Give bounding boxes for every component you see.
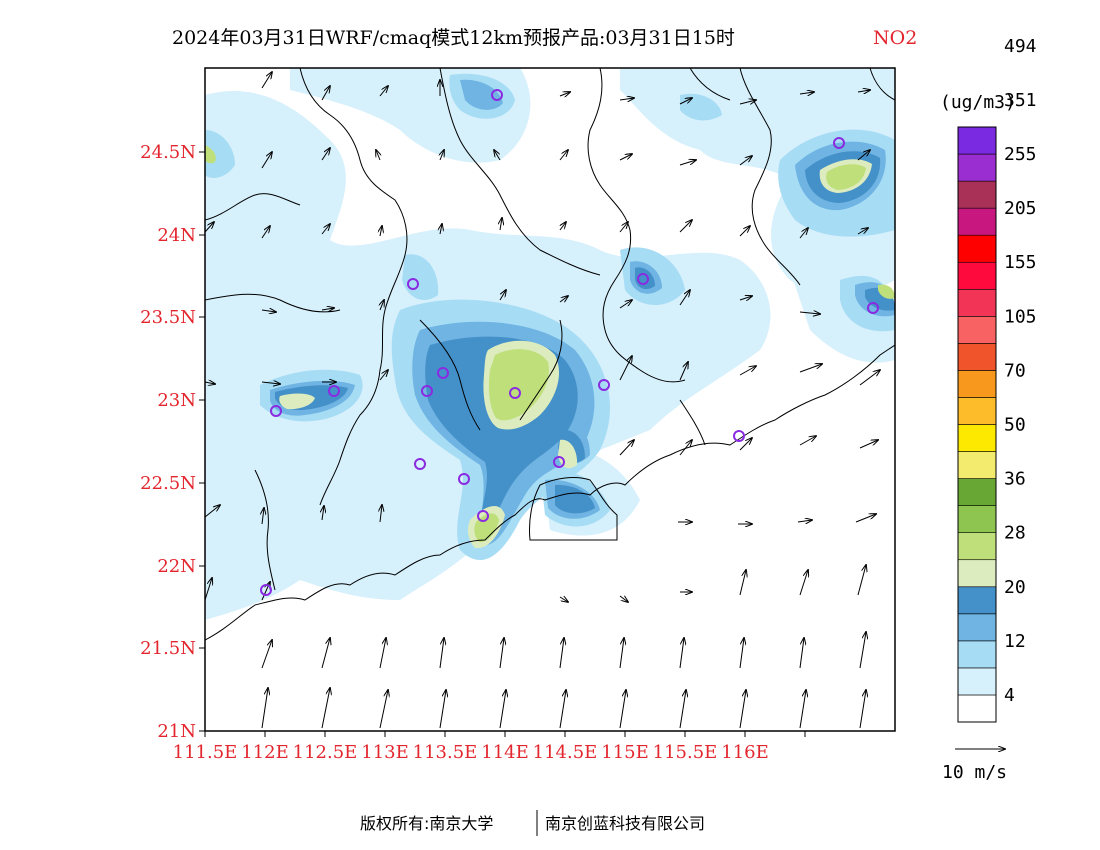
pollutant-label: NO2 [873,27,917,49]
y-tick-label: 24N [157,225,196,246]
wind-reference-label: 10 m/s [942,762,1007,783]
y-tick-label: 24.5N [140,142,196,163]
x-tick-label: 112.5E [293,742,358,763]
y-tick-label: 23N [157,390,196,411]
legend-color-box [957,559,997,588]
legend-label: 50 [1004,415,1026,436]
x-axis-labels: 111.5E 112E 112.5E 113E 113.5E 114E 114.… [173,742,769,763]
axis-tick-marks [199,151,806,737]
legend-label: 205 [1004,198,1037,219]
legend-color-box [957,451,997,479]
legend-color-box [957,370,997,398]
legend-color-box [957,667,997,696]
legend-label: 255 [1004,144,1037,165]
legend-unit: (ug/m3) [940,92,1016,113]
wind-vectors [204,72,880,729]
x-tick-label: 114E [481,742,529,763]
legend-label: 36 [1004,469,1026,490]
legend-color-box [957,343,997,371]
y-tick-label: 22N [157,556,196,577]
legend-color-box [957,207,997,236]
legend-color-box [957,694,997,723]
legend-label: 4 [1004,685,1015,706]
x-tick-label: 113.5E [413,742,478,763]
y-tick-label: 23.5N [140,307,196,328]
x-tick-label: 114.5E [533,742,598,763]
legend-color-box [957,288,997,317]
x-tick-label: 113E [361,742,409,763]
legend-color-box [957,640,997,669]
copyright-owner: 版权所有:南京大学 [360,814,493,833]
legend-color-box [957,316,997,344]
legend-labels: 4 12 20 28 36 50 70 105 155 205 255 351 494 [1004,36,1037,706]
x-tick-label: 115E [601,742,649,763]
y-axis-labels: 21N 21.5N 22N 22.5N 23N 23.5N 24N 24.5N [140,142,196,742]
copyright-company: 南京创蓝科技有限公司 [545,814,705,833]
y-tick-label: 21.5N [140,638,196,659]
legend-label: 12 [1004,631,1026,652]
legend-label: 28 [1004,523,1026,544]
monitoring-stations [260,89,879,596]
x-tick-label: 115.5E [653,742,718,763]
legend-color-box [957,613,997,642]
legend-color-box [957,478,997,506]
legend-label: 351 [1004,90,1037,111]
legend-label: 70 [1004,360,1026,381]
y-tick-label: 21N [157,721,196,742]
x-tick-label: 116E [721,742,769,763]
legend-frame [957,126,997,723]
legend-label: 155 [1004,252,1037,273]
legend-color-box [957,424,997,452]
legend-color-box [957,126,997,155]
legend-color-box [957,505,997,533]
legend-label: 105 [1004,306,1037,327]
legend-color-box [957,586,997,615]
legend-label: 494 [1004,36,1037,57]
x-tick-label: 112E [241,742,289,763]
x-tick-label: 111.5E [173,742,238,763]
legend-color-box [957,153,997,182]
legend-color-box [957,180,997,209]
color-legend [957,126,997,723]
y-tick-label: 22.5N [140,473,196,494]
legend-color-box [957,234,997,263]
legend-color-box [957,532,997,561]
legend-color-box [957,397,997,425]
map-title: 2024年03月31日WRF/cmaq模式12km预报产品:03月31日15时 [172,27,735,49]
concentration-field [205,68,895,731]
legend-label: 20 [1004,577,1026,598]
legend-color-box [957,261,997,290]
boundary-lines [205,68,895,641]
